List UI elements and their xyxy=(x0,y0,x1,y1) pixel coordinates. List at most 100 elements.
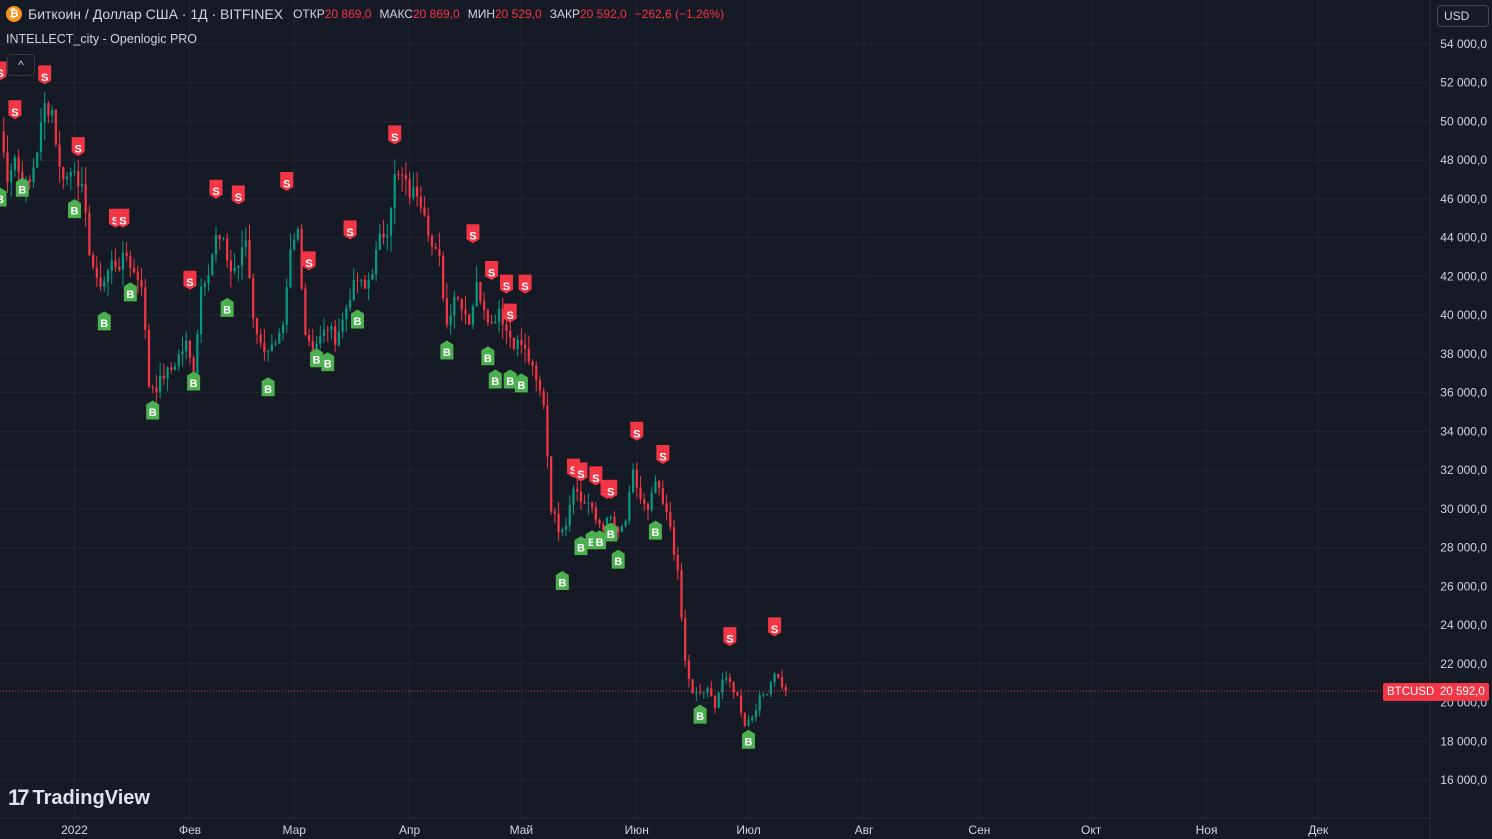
candle-body xyxy=(54,109,57,145)
candle-body xyxy=(159,375,162,393)
signal-marker-label: B xyxy=(443,347,451,359)
signal-marker-label: S xyxy=(305,258,312,270)
candle-body xyxy=(267,351,270,353)
x-tick-label: Дек xyxy=(1308,823,1329,837)
signal-marker-label: S xyxy=(283,178,290,190)
candle-body xyxy=(475,281,478,307)
candle-body xyxy=(605,518,609,531)
high-value: 20 869,0 xyxy=(412,7,460,21)
signal-marker-shape xyxy=(261,377,275,397)
candle-body xyxy=(490,322,493,324)
candle-body xyxy=(415,186,419,197)
signal-marker-shape xyxy=(466,224,480,244)
candle-body xyxy=(695,691,698,693)
candle-body xyxy=(561,529,564,533)
sell-signal-marker: S xyxy=(604,479,618,499)
candle-body xyxy=(706,688,709,693)
signal-marker-shape xyxy=(388,125,402,145)
y-tick-label: 38 000,0 xyxy=(1440,347,1487,361)
signal-marker-shape xyxy=(604,479,618,499)
candle-body xyxy=(106,270,110,282)
candle-body xyxy=(43,103,46,123)
candle-body xyxy=(270,344,273,352)
signal-marker-shape xyxy=(555,570,569,590)
candle-body xyxy=(702,692,705,694)
candle-body xyxy=(449,315,452,325)
symbol-title[interactable]: Биткоин / Доллар США · 1Д · BITFINEX xyxy=(28,6,284,22)
open-value: 20 869,0 xyxy=(324,7,372,21)
candle-body xyxy=(252,278,255,319)
sell-signal-marker: S xyxy=(302,251,316,271)
collapse-legend-button[interactable]: ^ xyxy=(7,54,35,76)
close-label: ЗАКР xyxy=(549,7,580,21)
signal-marker-label: B xyxy=(484,353,492,365)
signal-marker-label: B xyxy=(354,316,362,328)
candle-body xyxy=(140,279,143,288)
y-tick-label: 32 000,0 xyxy=(1440,463,1487,477)
candle-body xyxy=(672,526,676,555)
candle-body xyxy=(579,491,583,502)
candle-body xyxy=(17,157,20,172)
x-tick-label: Ноя xyxy=(1196,823,1218,837)
candle-body xyxy=(114,260,117,268)
signal-marker-label: S xyxy=(726,634,733,646)
signal-marker-shape xyxy=(351,309,364,329)
signal-marker-shape xyxy=(302,251,316,271)
last-price-value-tag: 20 592,0 xyxy=(1436,683,1489,701)
signal-marker-shape xyxy=(574,536,588,556)
candle-body xyxy=(669,512,672,527)
x-tick-label: Июн xyxy=(625,823,649,837)
signal-marker-label: S xyxy=(11,107,18,119)
sell-signal-marker: S xyxy=(209,179,223,199)
candle-body xyxy=(214,234,218,255)
signal-marker-label: S xyxy=(592,473,599,485)
candle-body xyxy=(494,321,497,324)
candle-body xyxy=(6,152,9,183)
signal-marker-shape xyxy=(488,369,502,389)
candle-body xyxy=(363,279,367,289)
sell-signal-marker: S xyxy=(8,100,22,120)
candle-body xyxy=(125,252,128,256)
signal-marker-shape xyxy=(187,371,201,391)
sell-signal-marker: S xyxy=(38,65,52,85)
sell-signal-marker: S xyxy=(466,224,480,244)
candle-body xyxy=(322,329,326,336)
signal-marker-shape xyxy=(231,185,245,205)
candle-body xyxy=(401,174,404,176)
candle-body xyxy=(352,280,355,300)
candle-body xyxy=(423,207,426,216)
candle-body xyxy=(367,279,370,289)
signal-marker-shape xyxy=(589,466,603,486)
candle-body xyxy=(654,481,657,493)
signal-marker-shape xyxy=(656,445,670,465)
currency-button[interactable]: USD xyxy=(1437,5,1489,27)
candle-body xyxy=(468,314,471,325)
candle-body xyxy=(732,681,735,693)
candle-body xyxy=(721,679,724,693)
candle-body xyxy=(456,297,460,299)
candle-body xyxy=(77,171,80,187)
signal-marker-label: B xyxy=(577,543,585,555)
signal-marker-label: B xyxy=(324,359,332,371)
candle-body xyxy=(378,233,381,250)
sell-signal-marker: S xyxy=(71,137,85,157)
close-value: 20 592,0 xyxy=(579,7,627,21)
x-tick-label: Июл xyxy=(736,823,760,837)
buy-signal-marker: B xyxy=(742,729,756,749)
indicator-title[interactable]: INTELLECT_city - Openlogic PRO xyxy=(6,32,198,46)
candle-body xyxy=(129,255,132,268)
candle-body xyxy=(747,719,750,726)
candle-body xyxy=(762,694,765,696)
y-tick-label: 54 000,0 xyxy=(1440,37,1487,51)
y-tick-label: 52 000,0 xyxy=(1440,76,1487,90)
signal-marker-shape xyxy=(499,274,513,294)
candle-body xyxy=(166,367,169,379)
candle-body xyxy=(497,308,501,322)
signal-marker-label: B xyxy=(596,537,604,549)
y-tick-label: 48 000,0 xyxy=(1440,153,1487,167)
y-tick-label: 16 000,0 xyxy=(1440,773,1487,787)
buy-signal-marker: B xyxy=(220,297,234,317)
tradingview-logo[interactable]: 17 TradingView xyxy=(8,785,150,811)
signal-marker-label: S xyxy=(235,192,242,204)
